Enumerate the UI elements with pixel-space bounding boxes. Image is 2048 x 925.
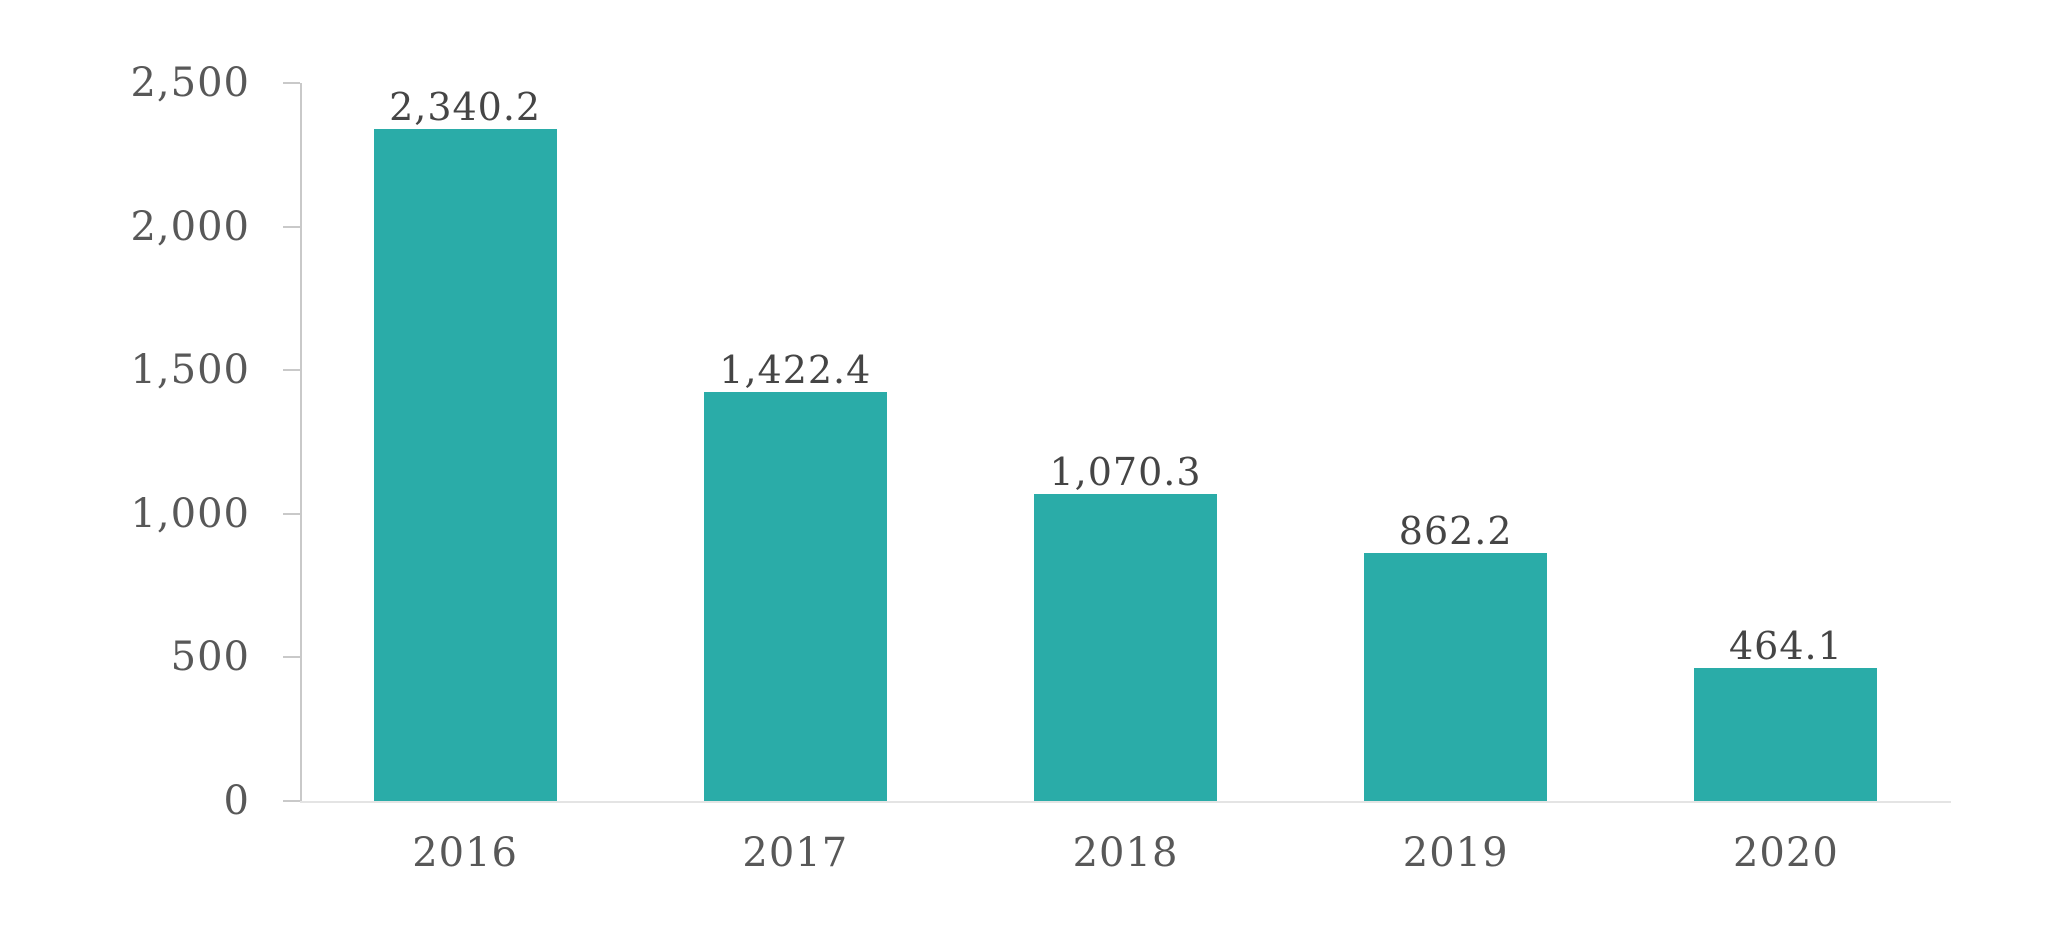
y-axis-line (300, 83, 302, 803)
y-axis-tick-label: 2,000 (130, 203, 250, 250)
y-axis-tick (283, 369, 300, 372)
y-axis-tick (283, 656, 300, 659)
bar-value-label: 1,422.4 (719, 348, 872, 393)
x-axis-category-label: 2016 (412, 830, 518, 876)
x-axis-category-label: 2018 (1072, 830, 1179, 876)
bar-value-label: 1,070.3 (1049, 449, 1202, 494)
y-axis-tick (283, 82, 300, 84)
bar-2018 (1034, 493, 1217, 801)
bar-value-label: 464.1 (1728, 623, 1843, 668)
y-axis-tick-label: 1,000 (130, 490, 250, 537)
y-axis-tick (283, 800, 300, 802)
bar-2020 (1694, 667, 1878, 801)
bar-2019 (1364, 553, 1548, 801)
y-axis-tick-label: 1,500 (130, 347, 250, 394)
x-axis-category-label: 2019 (1402, 830, 1509, 876)
bar-value-label: 2,340.2 (389, 84, 542, 129)
y-axis-tick (283, 512, 300, 515)
bar-value-label: 862.2 (1398, 509, 1513, 554)
y-axis-tick-label: 500 (170, 634, 250, 681)
bar-2017 (703, 392, 887, 801)
x-axis-category-label: 2020 (1732, 830, 1839, 876)
y-axis-tick-label: 2,500 (130, 60, 250, 106)
y-axis-tick (283, 225, 300, 228)
x-axis-category-label: 2017 (742, 830, 849, 876)
y-axis-tick-label: 0 (223, 778, 250, 824)
x-axis-line (300, 801, 1951, 803)
bar-2016 (373, 128, 557, 801)
